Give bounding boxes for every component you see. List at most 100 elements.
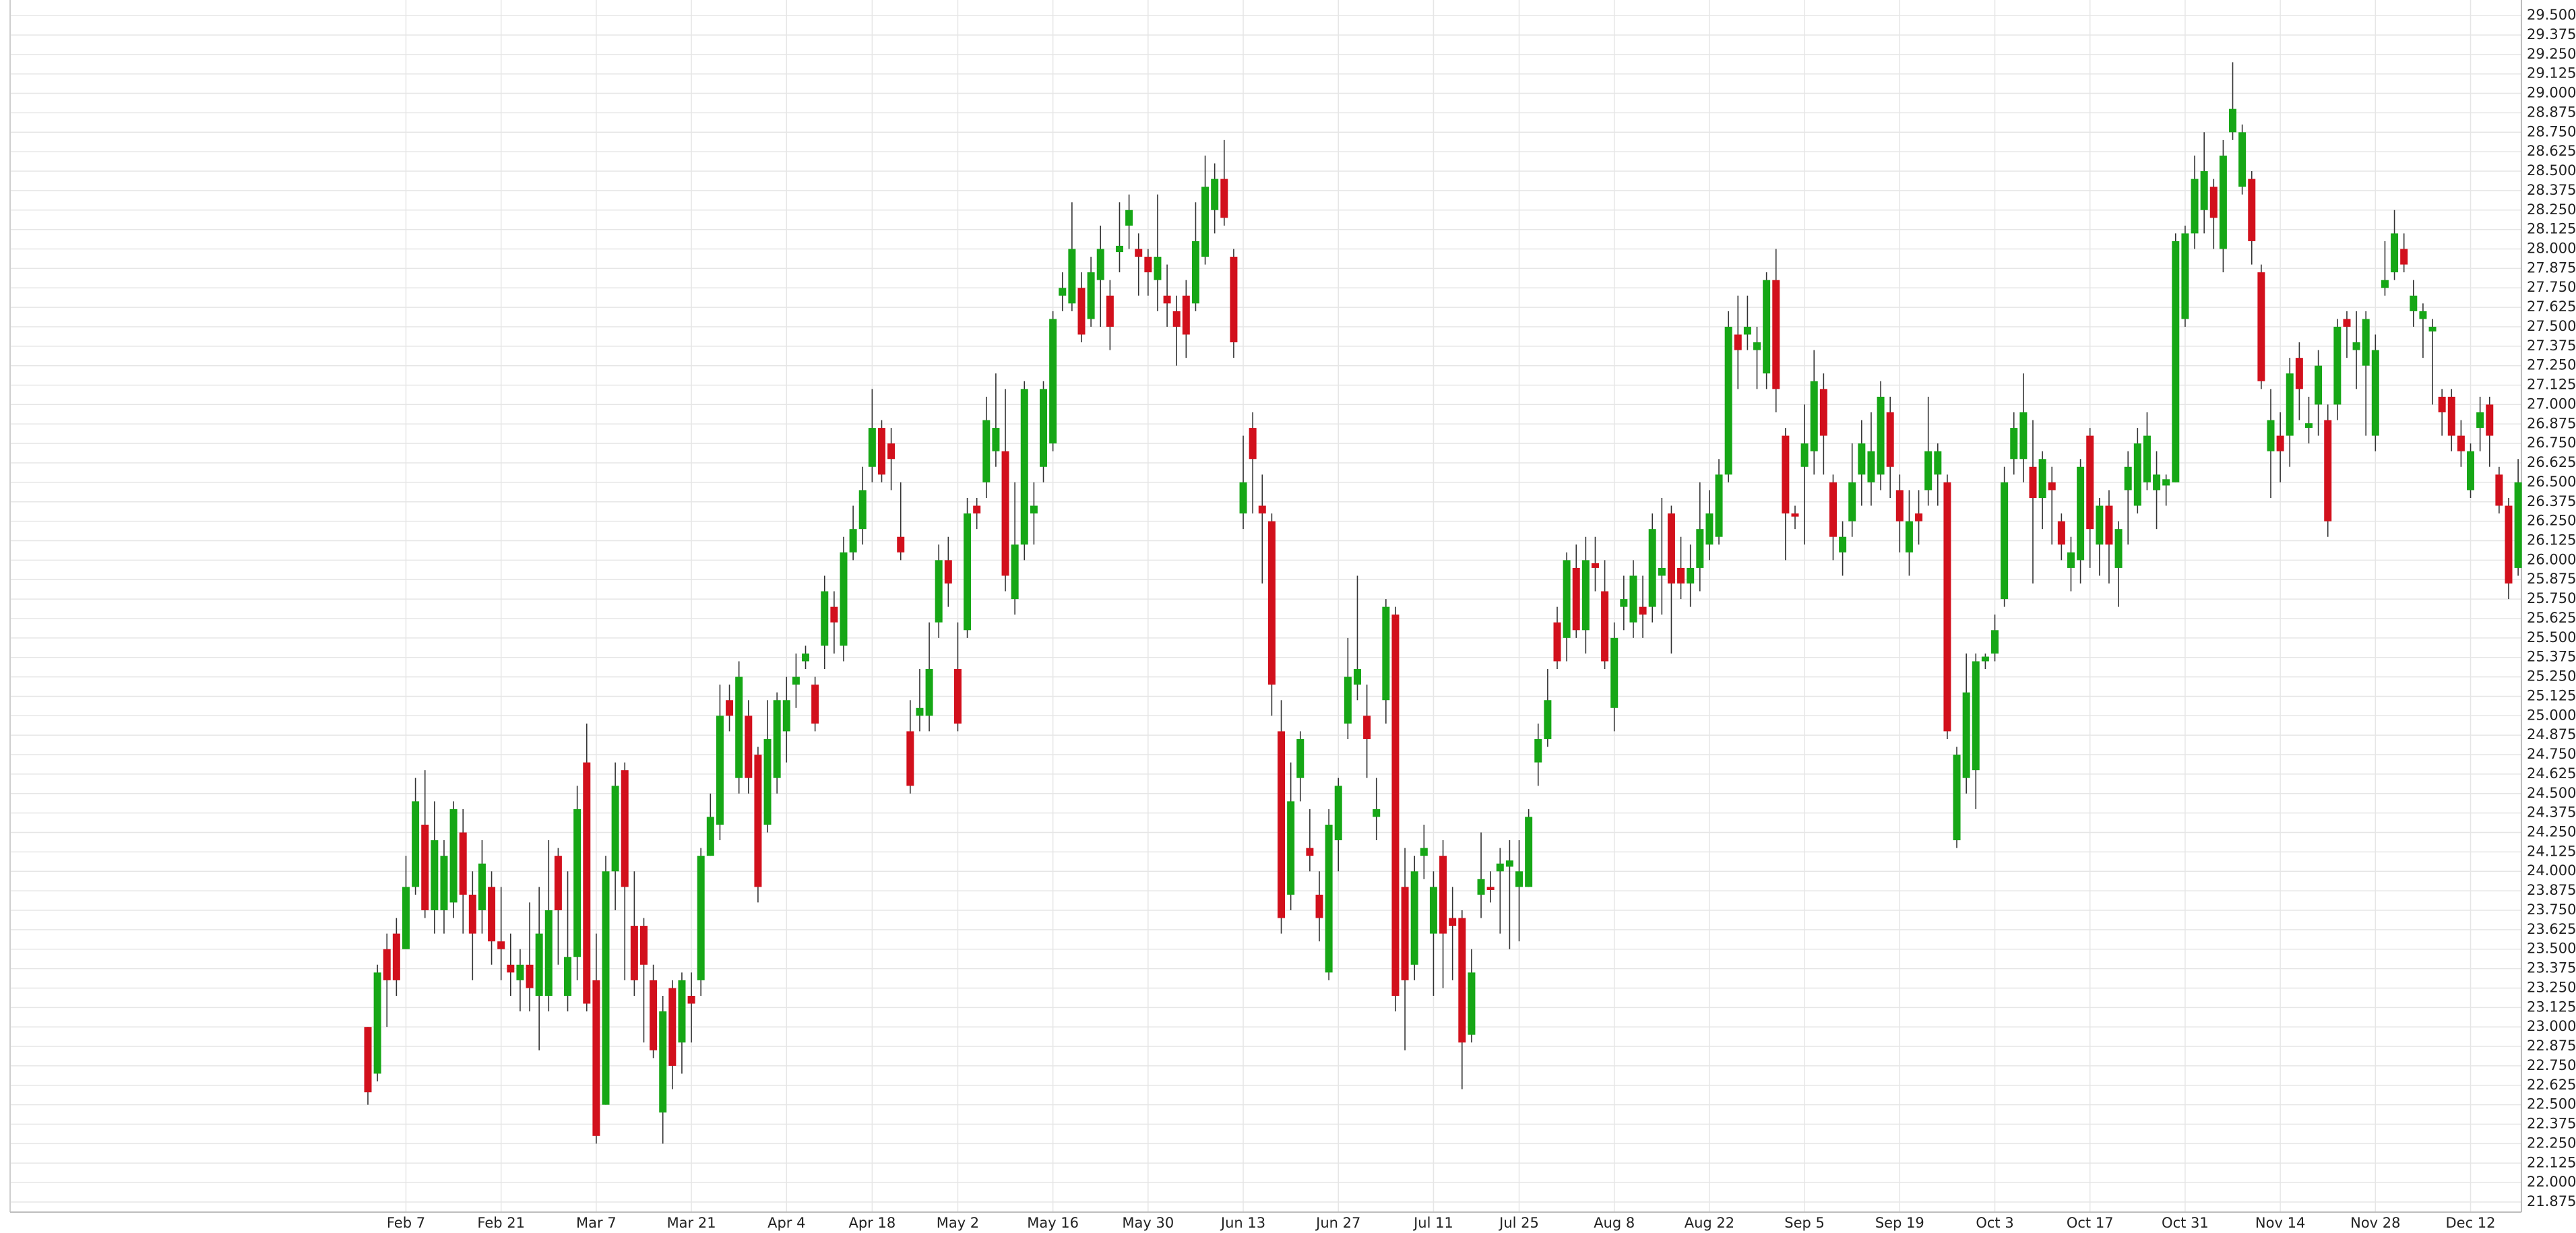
candle-body [1563, 560, 1571, 638]
candle-body [1191, 241, 1199, 304]
candle-body [459, 832, 467, 895]
y-tick-label: 28.000 [2527, 240, 2576, 256]
candle-body [1258, 505, 1266, 514]
y-tick-label: 24.375 [2527, 804, 2576, 821]
y-tick-label: 23.875 [2527, 882, 2576, 898]
candle-body [1030, 505, 1038, 514]
y-tick-label: 29.500 [2527, 7, 2576, 23]
y-tick-label: 24.625 [2527, 765, 2576, 782]
y-tick-label: 29.000 [2527, 85, 2576, 101]
candle-body [2133, 443, 2141, 506]
y-tick-label: 29.375 [2527, 26, 2576, 42]
y-tick-label: 28.375 [2527, 182, 2576, 198]
candle-body [1172, 311, 1181, 327]
candle-body [1610, 637, 1619, 708]
candle-body [1962, 692, 1970, 778]
candle-body [2172, 241, 2180, 482]
candle-body [754, 755, 762, 887]
x-tick-label: Sep 19 [1875, 1215, 1924, 1231]
candle-body [2352, 342, 2360, 350]
candle-body [2505, 505, 2513, 584]
candle-body [1848, 482, 1856, 521]
candle-body [992, 428, 1000, 451]
candle-body [2238, 132, 2247, 187]
y-tick-label: 26.375 [2527, 493, 2576, 509]
candle-body [868, 428, 876, 467]
candle-body [497, 941, 505, 949]
candle-body [564, 957, 572, 996]
candle-body [726, 700, 734, 716]
y-tick-label: 23.000 [2527, 1018, 2576, 1034]
candle-body [526, 964, 534, 988]
candle-body [1715, 474, 1723, 537]
y-tick-label: 23.375 [2527, 960, 2576, 976]
candle-body [1449, 918, 1457, 926]
candle-body [1353, 669, 1361, 685]
candle-body [468, 894, 476, 934]
candle-body [2391, 233, 2399, 273]
y-tick-label: 28.625 [2527, 143, 2576, 159]
candle-body [811, 685, 819, 724]
y-tick-label: 25.250 [2527, 668, 2576, 685]
candle-body [639, 926, 648, 965]
candle-body [1040, 389, 1048, 467]
candle-body [1782, 435, 1790, 514]
candle-body [2019, 412, 2028, 460]
candle-body [2191, 179, 2199, 234]
candle-body [431, 840, 439, 910]
candle-body [507, 964, 515, 973]
candle-body [2419, 311, 2427, 319]
y-tick-label: 25.125 [2527, 687, 2576, 703]
x-tick-label: Oct 17 [2067, 1215, 2114, 1231]
candle-body [1981, 656, 1989, 662]
candle-body [2105, 505, 2113, 545]
y-tick-label: 25.875 [2527, 571, 2576, 587]
candle-body [1867, 451, 1875, 482]
candle-body [1420, 848, 1428, 856]
candle-body [773, 700, 781, 778]
candle-body [1325, 824, 1333, 973]
y-tick-label: 25.625 [2527, 610, 2576, 626]
candle-body [802, 653, 810, 662]
y-tick-label: 28.500 [2527, 162, 2576, 179]
candle-body [621, 770, 629, 887]
candle-body [1334, 786, 1342, 841]
candle-body [1972, 661, 1980, 771]
candle-body [1696, 529, 1704, 568]
candle-body [964, 513, 972, 631]
candle-body [2143, 435, 2151, 482]
candle-body [887, 443, 896, 460]
candle-body [1020, 389, 1028, 545]
candle-body [745, 716, 753, 778]
candle-body [1144, 257, 1152, 273]
y-tick-label: 25.375 [2527, 649, 2576, 665]
candle-body [1753, 342, 1761, 350]
candle-body [1087, 272, 1095, 319]
y-tick-label: 27.375 [2527, 338, 2576, 354]
candle-body [2038, 459, 2046, 498]
candle-body [1267, 521, 1276, 685]
candle-body [2276, 435, 2284, 451]
y-tick-label: 22.125 [2527, 1154, 2576, 1170]
candle-body [1553, 622, 1561, 662]
candle-body [1315, 894, 1323, 918]
candle-body [1125, 210, 1133, 226]
y-tick-label: 23.750 [2527, 902, 2576, 918]
x-tick-label: Nov 14 [2255, 1215, 2305, 1231]
candle-body [678, 980, 686, 1043]
candle-body [650, 980, 658, 1050]
candle-body [897, 536, 905, 552]
candle-body [1458, 918, 1466, 1043]
candle-body [440, 856, 448, 910]
x-tick-label: Dec 12 [2445, 1215, 2495, 1231]
candle-body [2286, 373, 2294, 436]
candle-body [1486, 887, 1495, 890]
candle-body [1763, 280, 1771, 374]
candle-body [1705, 513, 1714, 545]
candle-body [1296, 738, 1305, 778]
candle-body [1620, 599, 1628, 607]
candle-body [2381, 280, 2389, 288]
y-tick-label: 21.875 [2527, 1193, 2576, 1209]
candle-body [1306, 848, 1314, 856]
